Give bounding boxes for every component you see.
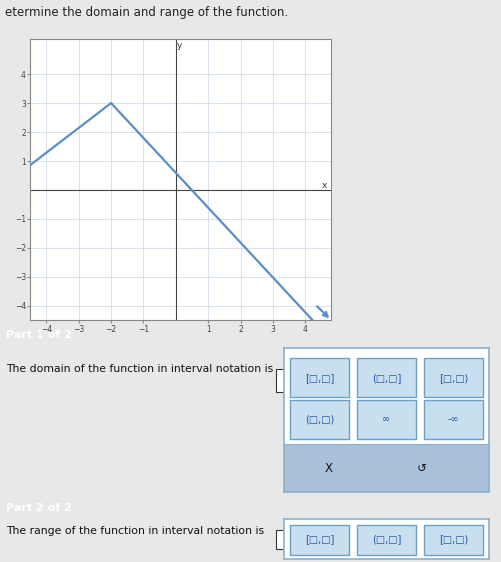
FancyBboxPatch shape xyxy=(423,525,482,555)
Text: y: y xyxy=(177,40,182,49)
Text: (□,□]: (□,□] xyxy=(371,534,400,544)
Text: .: . xyxy=(307,534,310,545)
Text: The range of the function in interval notation is: The range of the function in interval no… xyxy=(6,526,264,536)
FancyBboxPatch shape xyxy=(423,400,482,439)
Text: X: X xyxy=(324,461,332,474)
FancyBboxPatch shape xyxy=(423,359,482,397)
FancyBboxPatch shape xyxy=(289,400,349,439)
Text: [□,□]: [□,□] xyxy=(304,534,334,544)
FancyBboxPatch shape xyxy=(276,531,306,549)
Text: Part 2 of 2: Part 2 of 2 xyxy=(6,503,72,513)
Text: [□,□): [□,□) xyxy=(438,373,467,383)
FancyBboxPatch shape xyxy=(356,525,415,555)
Text: ↺: ↺ xyxy=(416,461,426,474)
Text: ∞: ∞ xyxy=(382,414,390,424)
Bar xyxy=(283,445,488,492)
Text: etermine the domain and range of the function.: etermine the domain and range of the fun… xyxy=(5,6,288,19)
Text: [□,□]: [□,□] xyxy=(304,373,334,383)
FancyBboxPatch shape xyxy=(276,369,306,392)
Text: x: x xyxy=(322,181,327,190)
FancyBboxPatch shape xyxy=(356,400,415,439)
Text: [□,□): [□,□) xyxy=(438,534,467,544)
Text: -∞: -∞ xyxy=(447,414,458,424)
FancyBboxPatch shape xyxy=(356,359,415,397)
Text: The domain of the function in interval notation is: The domain of the function in interval n… xyxy=(6,364,273,374)
Text: (□,□]: (□,□] xyxy=(371,373,400,383)
Text: .: . xyxy=(307,375,310,386)
Text: (□,□): (□,□) xyxy=(305,414,334,424)
Text: Part 1 of 2: Part 1 of 2 xyxy=(6,330,72,340)
FancyBboxPatch shape xyxy=(289,525,349,555)
FancyBboxPatch shape xyxy=(289,359,349,397)
